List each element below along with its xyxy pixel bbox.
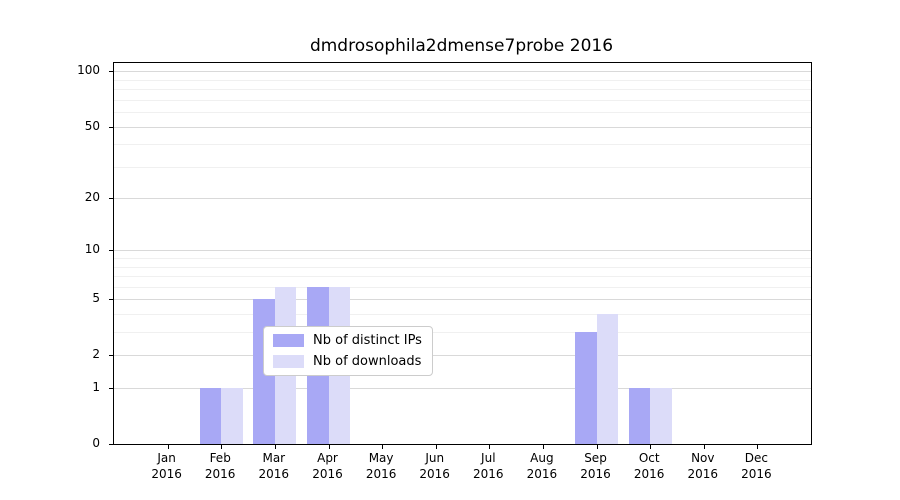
x-tick-label-feb: Feb 2016 — [204, 451, 236, 481]
gridline-y-100 — [114, 71, 811, 73]
x-tick-label-jun: Jun 2016 — [419, 451, 450, 481]
x-tick-jun — [435, 445, 437, 449]
legend-swatch-distinct-ips — [273, 334, 304, 347]
gridline-y-20 — [114, 198, 811, 200]
y-tick-0 — [109, 444, 113, 445]
gridline-y-3 — [114, 332, 811, 334]
x-tick-may — [382, 445, 384, 449]
x-tick-aug — [542, 445, 544, 449]
y-tick-label-50: 50 — [84, 118, 100, 133]
gridline-y-60 — [114, 112, 811, 114]
y-tick-label-5: 5 — [92, 291, 100, 306]
x-tick-jul — [489, 445, 491, 449]
x-tick-apr — [328, 445, 330, 449]
gridline-y-9 — [114, 258, 811, 260]
legend: Nb of distinct IPs Nb of downloads — [263, 326, 433, 376]
bar-distinct-ips-feb — [199, 388, 222, 444]
y-axis-labels: 0 1 2 5 10 20 50 100 — [0, 62, 104, 450]
gridline-y-5 — [114, 299, 811, 301]
x-tick-label-oct: Oct 2016 — [633, 451, 665, 481]
gridline-y-40 — [114, 144, 811, 146]
legend-item-distinct-ips: Nb of distinct IPs — [273, 333, 422, 348]
y-tick-label-20: 20 — [84, 190, 100, 205]
x-tick-oct — [650, 445, 652, 449]
x-tick-label-may: May 2016 — [365, 451, 397, 481]
x-tick-label-aug: Aug 2016 — [526, 451, 558, 481]
x-tick-label-jul: Jul 2016 — [473, 451, 504, 481]
gridline-y-4 — [114, 314, 811, 315]
gridline-y-7 — [114, 276, 811, 278]
x-tick-label-jan: Jan 2016 — [151, 451, 182, 481]
y-tick-label-10: 10 — [84, 242, 100, 257]
y-tick-label-1: 1 — [92, 380, 100, 394]
y-tick-50 — [109, 126, 113, 128]
x-tick-jan — [167, 445, 169, 449]
y-tick-1 — [109, 388, 113, 389]
x-tick-label-mar: Mar 2016 — [258, 451, 290, 481]
gridline-y-6 — [114, 286, 811, 288]
gridline-y-2 — [114, 355, 811, 357]
gridline-y-30 — [114, 166, 811, 168]
x-tick-feb — [221, 445, 223, 449]
gridline-y-50 — [114, 126, 811, 128]
x-tick-nov — [703, 445, 705, 449]
x-tick-label-nov: Nov 2016 — [687, 451, 719, 481]
bar-downloads-feb — [221, 388, 243, 444]
gridline-y-90 — [114, 79, 811, 81]
gridline-y-1 — [114, 388, 811, 389]
gridline-y-70 — [114, 99, 811, 101]
x-tick-label-sep: Sep 2016 — [580, 451, 611, 481]
x-axis-labels: Jan 2016 Feb 2016 Mar 2016 Apr 2016 May 2016 Jun 20… — [113, 450, 810, 486]
x-tick-label-apr: Apr 2016 — [312, 451, 343, 481]
x-tick-mar — [274, 445, 276, 449]
bar-downloads-oct — [650, 388, 672, 444]
y-tick-10 — [109, 250, 113, 252]
x-tick-dec — [757, 445, 759, 449]
y-tick-5 — [109, 299, 113, 301]
y-tick-100 — [109, 71, 113, 73]
legend-label-distinct-ips: Nb of distinct IPs — [313, 333, 422, 348]
x-tick-label-dec: Dec 2016 — [741, 451, 772, 481]
y-tick-20 — [109, 198, 113, 200]
bar-distinct-ips-sep — [575, 332, 597, 444]
y-tick-label-0: 0 — [92, 436, 100, 450]
x-tick-sep — [596, 445, 598, 449]
y-tick-2 — [109, 355, 113, 357]
legend-swatch-downloads — [273, 355, 304, 368]
legend-label-downloads: Nb of downloads — [313, 354, 422, 369]
gridline-y-8 — [114, 266, 811, 268]
bar-downloads-sep — [596, 314, 618, 444]
gridline-y-10 — [114, 250, 811, 252]
bar-distinct-ips-oct — [628, 388, 651, 444]
chart-title: dmdrosophila2dmense7probe 2016 — [309, 36, 614, 56]
y-tick-label-2: 2 — [92, 347, 100, 362]
plot-area — [109, 62, 812, 449]
legend-item-downloads: Nb of downloads — [273, 354, 422, 369]
gridline-y-80 — [114, 89, 811, 91]
y-tick-label-100: 100 — [77, 63, 100, 78]
